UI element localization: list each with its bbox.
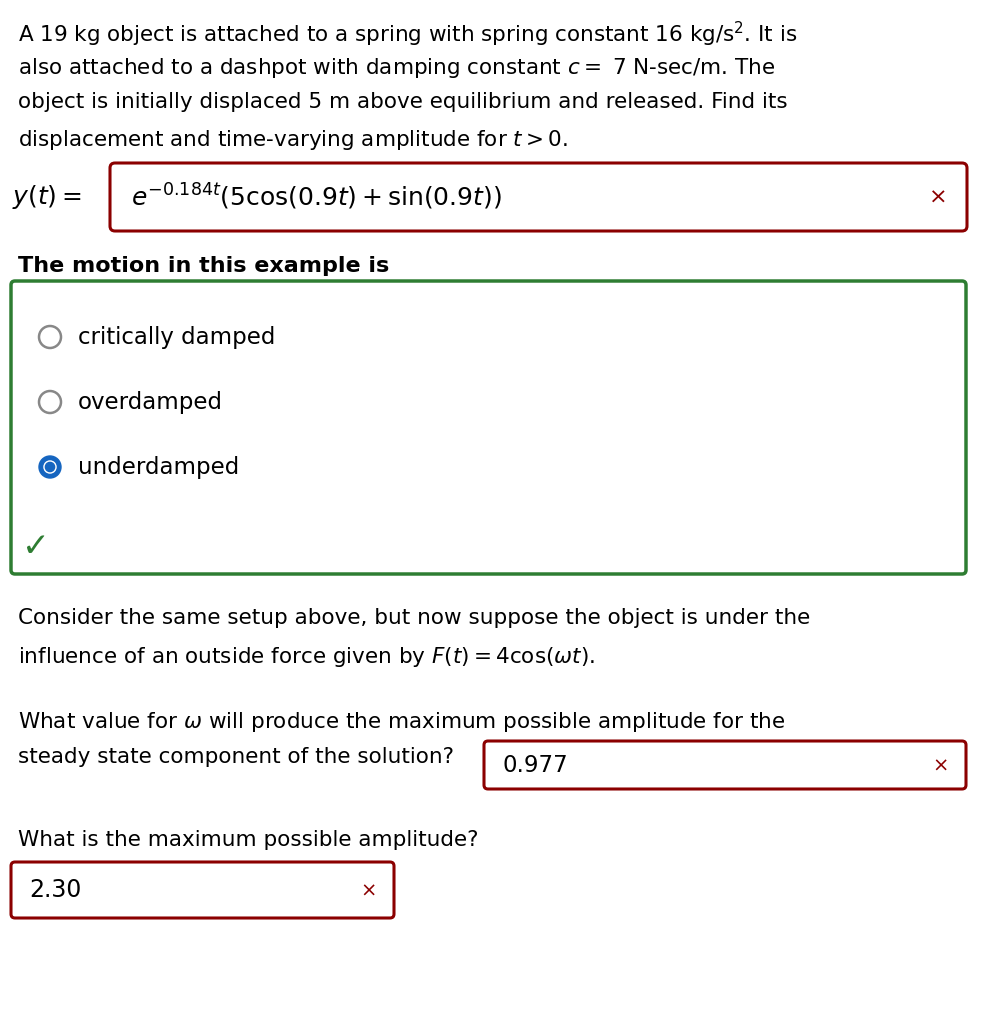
Circle shape xyxy=(39,456,61,478)
Circle shape xyxy=(39,326,61,348)
Text: displacement and time-varying amplitude for $t > 0$.: displacement and time-varying amplitude … xyxy=(18,128,568,152)
FancyBboxPatch shape xyxy=(11,281,966,574)
Text: The motion in this example is: The motion in this example is xyxy=(18,256,390,276)
Text: ✓: ✓ xyxy=(22,530,50,563)
Text: influence of an outside force given by $F(t) = 4\cos(\omega t)$.: influence of an outside force given by $… xyxy=(18,645,595,669)
Text: What is the maximum possible amplitude?: What is the maximum possible amplitude? xyxy=(18,830,478,850)
Text: steady state component of the solution?: steady state component of the solution? xyxy=(18,747,454,767)
Text: What value for $\omega$ will produce the maximum possible amplitude for the: What value for $\omega$ will produce the… xyxy=(18,710,785,734)
Circle shape xyxy=(44,461,56,473)
Text: A 19 kg object is attached to a spring with spring constant 16 kg/s$^2$. It is: A 19 kg object is attached to a spring w… xyxy=(18,20,797,49)
Text: $\times$: $\times$ xyxy=(932,755,948,775)
Text: critically damped: critically damped xyxy=(78,326,276,348)
Text: $\times$: $\times$ xyxy=(360,881,376,900)
FancyBboxPatch shape xyxy=(484,741,966,789)
Text: overdamped: overdamped xyxy=(78,391,223,413)
Text: Consider the same setup above, but now suppose the object is under the: Consider the same setup above, but now s… xyxy=(18,608,810,628)
Text: 0.977: 0.977 xyxy=(502,753,568,777)
FancyBboxPatch shape xyxy=(11,862,394,918)
Circle shape xyxy=(45,462,55,471)
Text: $e^{-0.184t}(5\cos(0.9t) + \sin(0.9t))$: $e^{-0.184t}(5\cos(0.9t) + \sin(0.9t))$ xyxy=(131,182,502,212)
Text: 2.30: 2.30 xyxy=(29,878,82,902)
Text: underdamped: underdamped xyxy=(78,455,239,478)
Text: $\times$: $\times$ xyxy=(928,187,946,207)
Circle shape xyxy=(39,391,61,413)
Text: object is initially displaced 5 m above equilibrium and released. Find its: object is initially displaced 5 m above … xyxy=(18,92,787,112)
FancyBboxPatch shape xyxy=(110,163,967,231)
Text: also attached to a dashpot with damping constant $c =$ 7 N-sec/m. The: also attached to a dashpot with damping … xyxy=(18,56,775,80)
Text: $y(t) =$: $y(t) =$ xyxy=(12,183,82,211)
